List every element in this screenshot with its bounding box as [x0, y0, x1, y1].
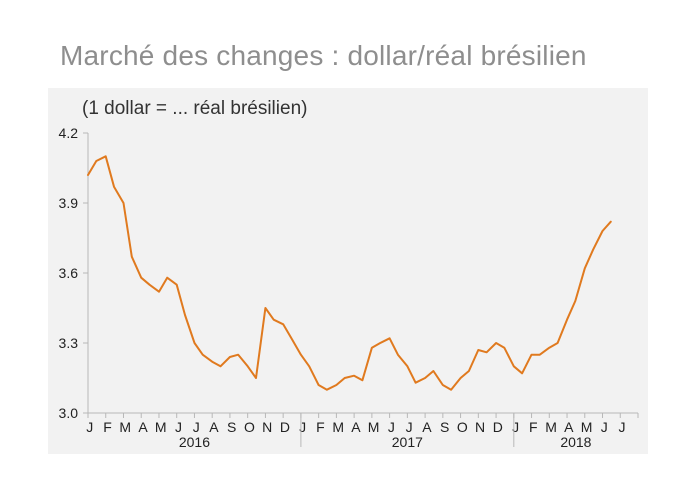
x-tick-label: O	[457, 419, 468, 435]
y-tick-label: 3.3	[59, 335, 79, 351]
x-tick-label: M	[155, 419, 167, 435]
x-tick-label: J	[388, 419, 395, 435]
y-tick-label: 4.2	[59, 125, 79, 141]
plot-area	[87, 155, 612, 391]
x-tick-label: A	[422, 419, 432, 435]
y-tick-label: 3.6	[59, 265, 79, 281]
x-tick-label: D	[280, 419, 290, 435]
unit-label: (1 dollar = ... réal brésilien)	[82, 98, 307, 119]
x-tick-label: O	[244, 419, 255, 435]
x-tick-label: J	[619, 419, 626, 435]
x-tick-label: F	[316, 419, 325, 435]
x-tick-label: J	[299, 419, 306, 435]
x-tick-label: A	[564, 419, 574, 435]
x-tick-label: A	[209, 419, 219, 435]
x-tick-label: N	[475, 419, 485, 435]
chart-panel	[48, 88, 648, 454]
year-label: 2018	[560, 434, 591, 450]
x-tick-label: J	[175, 419, 182, 435]
x-tick-label: J	[193, 419, 200, 435]
x-tick-label: S	[227, 419, 236, 435]
x-tick-label: F	[529, 419, 538, 435]
y-tick-label: 3.0	[59, 405, 79, 421]
year-label: 2016	[179, 434, 210, 450]
x-tick-label: A	[138, 419, 148, 435]
x-tick-label: J	[512, 419, 519, 435]
x-tick-label: M	[332, 419, 344, 435]
x-tick-label: D	[493, 419, 503, 435]
x-tick-label: M	[545, 419, 557, 435]
chart-title: Marché des changes : dollar/réal brésili…	[60, 40, 587, 71]
x-tick-label: N	[262, 419, 272, 435]
x-tick-label: J	[406, 419, 413, 435]
x-tick-label: J	[86, 419, 93, 435]
y-axis: 3.0 3.3 3.6 3.9 4.2	[59, 125, 89, 421]
x-tick-label: M	[368, 419, 380, 435]
x-tick-label: F	[103, 419, 112, 435]
x-tick-label: J	[601, 419, 608, 435]
x-tick-label: A	[351, 419, 361, 435]
x-tick-label: M	[581, 419, 593, 435]
x-tick-label: S	[440, 419, 449, 435]
year-label: 2017	[392, 434, 423, 450]
y-tick-label: 3.9	[59, 195, 79, 211]
x-tick-label: M	[119, 419, 131, 435]
series-line	[87, 155, 612, 391]
